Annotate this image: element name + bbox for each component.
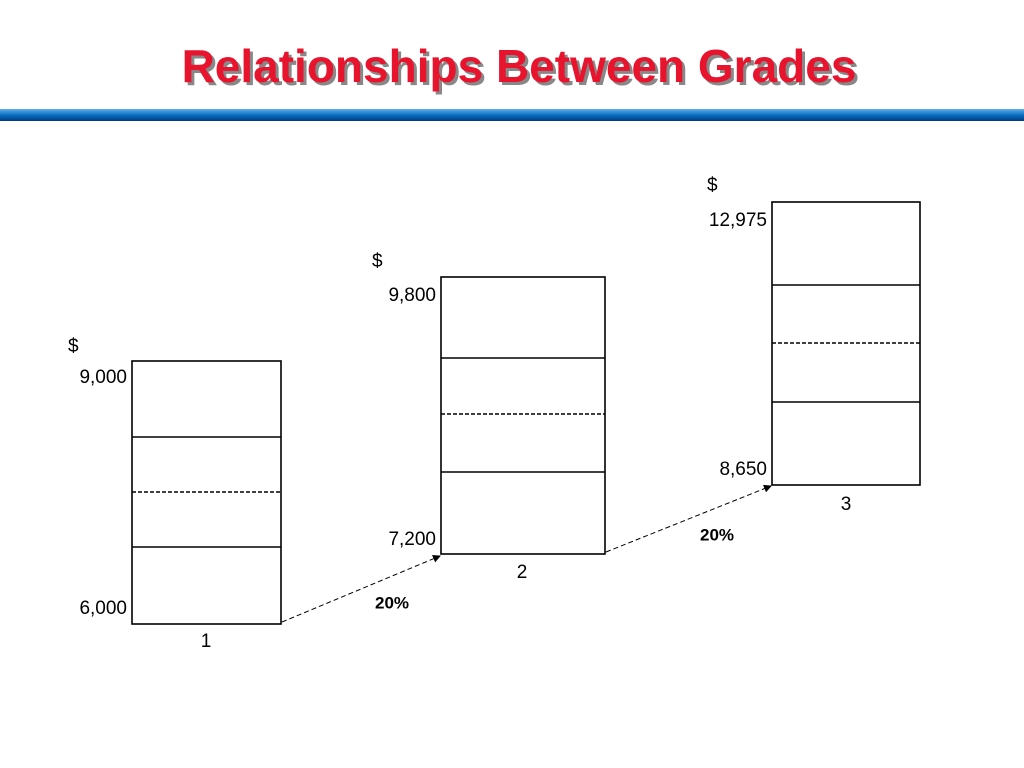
increase-label: 20% <box>700 525 734 544</box>
increase-arrow <box>605 484 772 553</box>
currency: $ <box>707 175 718 196</box>
min-label: 8,650 <box>719 459 767 480</box>
title-shadow: Relationships Between Grades <box>185 43 860 95</box>
grade-box <box>440 276 606 555</box>
increase-label: 20% <box>375 593 409 612</box>
max-label: 9,800 <box>388 285 436 306</box>
grade-label: 1 <box>201 631 212 652</box>
max-label: 12,975 <box>709 210 767 231</box>
grade-label: 3 <box>841 494 852 515</box>
max-label: 9,000 <box>79 367 127 388</box>
increase-arrow <box>281 555 441 623</box>
min-label: 7,200 <box>388 529 436 550</box>
min-label: 6,000 <box>79 598 127 619</box>
grade-label: 2 <box>517 562 528 583</box>
currency: $ <box>68 336 79 357</box>
title: Relationships Between Grades <box>182 40 857 92</box>
currency: $ <box>372 251 383 272</box>
title-rule <box>0 109 1024 121</box>
